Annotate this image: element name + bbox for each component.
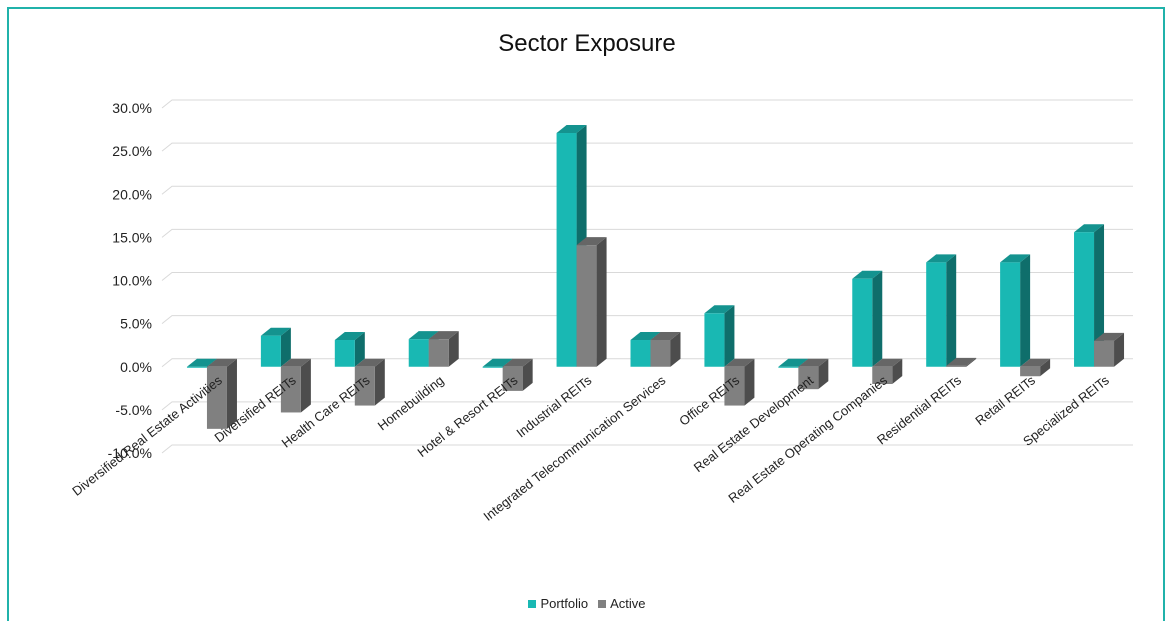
x-category-label: Diversified Real Estate Activities <box>69 372 225 498</box>
gridline <box>161 272 1133 281</box>
y-tick-label: 15.0% <box>112 229 152 245</box>
bar-portfolio <box>1000 254 1031 367</box>
bar-active <box>872 358 903 384</box>
bar-active <box>502 358 533 391</box>
y-tick-label: 20.0% <box>112 186 152 202</box>
y-tick-label: 25.0% <box>112 143 152 159</box>
gridline <box>161 315 1133 325</box>
gridline <box>161 99 1133 109</box>
bar-active <box>1094 332 1125 367</box>
bar-active <box>576 237 607 367</box>
legend-label-active: Active <box>610 596 646 611</box>
y-tick-label: -5.0% <box>115 402 152 418</box>
bars <box>186 125 1125 429</box>
gridline <box>161 185 1133 195</box>
y-tick-label: 10.0% <box>112 273 152 289</box>
bar-active <box>354 358 385 406</box>
legend-swatch-portfolio <box>528 599 537 608</box>
y-tick-label: 30.0% <box>112 100 152 116</box>
bar-active <box>946 357 977 367</box>
x-category-label: Homebuilding <box>375 373 447 434</box>
bar-portfolio <box>334 332 365 367</box>
gridline <box>161 401 1133 411</box>
legend-item-portfolio: Portfolio <box>528 596 588 611</box>
bar-active <box>1020 358 1051 377</box>
chart-title: Sector Exposure <box>498 30 676 57</box>
bar-portfolio <box>704 305 735 367</box>
y-axis-ticks: 30.0% 25.0% 20.0% 15.0% 10.0% 5.0% 0.0% -5.0% -1… <box>108 100 152 461</box>
legend-swatch-active <box>598 599 607 608</box>
gridline <box>161 228 1133 238</box>
y-tick-label: 0.0% <box>120 359 152 375</box>
gridline <box>161 444 1133 454</box>
bar-active <box>428 331 459 367</box>
y-tick-label: -10.0% <box>108 445 152 461</box>
bar-portfolio <box>1074 224 1105 367</box>
bar-portfolio <box>260 327 291 367</box>
bar-active <box>280 358 311 413</box>
bar-portfolio <box>852 270 883 367</box>
legend-label-portfolio: Portfolio <box>540 596 589 611</box>
y-tick-label: 5.0% <box>120 316 152 332</box>
bar-active <box>650 332 681 367</box>
x-category-label: Retail REITs <box>972 372 1038 428</box>
bar-active <box>206 358 237 429</box>
bar-portfolio <box>926 254 957 367</box>
legend: Portfolio Active <box>0 596 1174 611</box>
bar-active <box>798 358 829 390</box>
bar-active <box>724 358 755 406</box>
gridline <box>161 142 1133 152</box>
legend-item-active: Active <box>598 596 646 611</box>
